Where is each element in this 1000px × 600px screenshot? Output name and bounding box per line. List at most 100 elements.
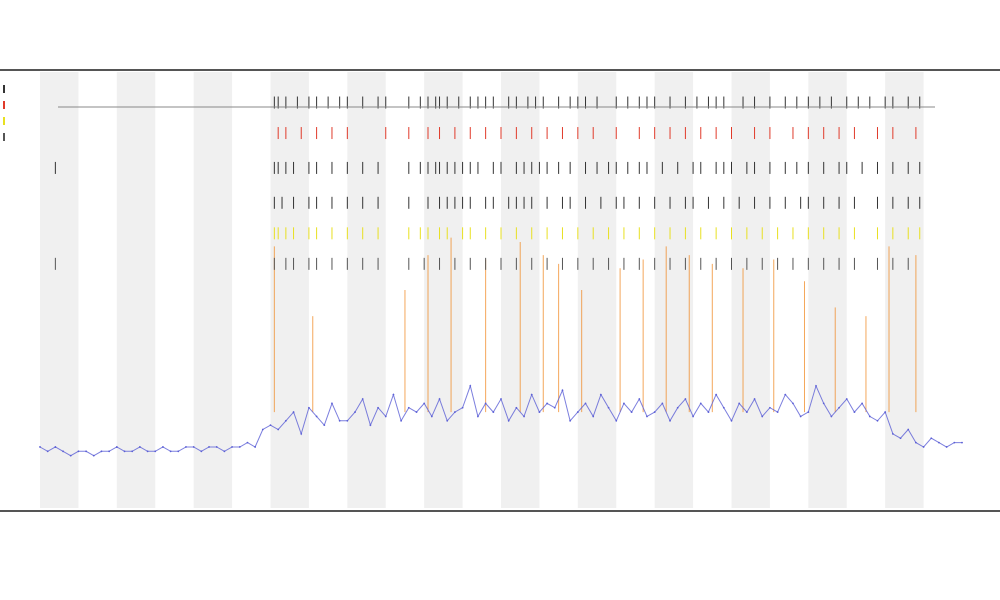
data-point	[530, 393, 533, 396]
shaded-band	[424, 72, 463, 508]
data-point	[707, 411, 710, 413]
marker-rows	[54, 96, 921, 270]
axes	[0, 69, 1000, 512]
data-point	[292, 411, 295, 413]
data-point	[461, 406, 464, 409]
data-point	[338, 419, 341, 422]
data-point	[792, 402, 794, 405]
data-point	[377, 406, 379, 409]
data-point	[815, 385, 817, 387]
shaded-band	[270, 72, 309, 508]
data-point	[400, 419, 403, 422]
data-point	[146, 450, 149, 453]
data-point	[369, 424, 372, 427]
data-point	[730, 419, 733, 422]
data-point	[507, 419, 510, 422]
data-point	[131, 450, 134, 453]
data-point	[945, 446, 948, 448]
data-point	[169, 450, 172, 453]
data-point	[438, 398, 441, 400]
data-point	[861, 402, 864, 405]
data-point	[753, 398, 756, 400]
data-point	[922, 446, 925, 448]
data-point	[484, 402, 487, 405]
data-point	[538, 411, 541, 413]
data-point	[446, 419, 449, 422]
data-point	[868, 415, 871, 418]
data-point	[592, 415, 595, 418]
data-point	[346, 419, 349, 422]
data-point	[891, 432, 894, 435]
data-point	[722, 406, 725, 409]
data-point	[246, 441, 249, 444]
data-point	[961, 441, 963, 444]
data-point	[569, 419, 572, 422]
data-point	[661, 402, 664, 405]
series-layer	[39, 384, 963, 457]
data-point	[930, 437, 933, 440]
data-point	[692, 415, 694, 418]
data-point	[323, 424, 326, 427]
data-point	[69, 454, 72, 457]
data-point	[546, 402, 548, 405]
data-point	[277, 428, 280, 431]
data-point	[884, 411, 887, 413]
data-point	[223, 450, 226, 453]
data-point	[761, 415, 764, 418]
data-point	[738, 402, 741, 405]
shaded-band	[731, 72, 770, 508]
data-point	[907, 428, 910, 431]
data-point	[853, 411, 856, 413]
data-point	[953, 441, 956, 444]
data-point	[407, 406, 410, 409]
data-point	[123, 450, 126, 453]
data-point	[284, 419, 287, 422]
data-point	[192, 446, 195, 448]
data-point	[354, 411, 356, 413]
shaded-band	[40, 72, 79, 508]
data-point	[799, 415, 802, 418]
shaded-bands	[40, 72, 924, 508]
data-point	[392, 393, 395, 396]
data-point	[361, 398, 364, 400]
data-point	[415, 411, 418, 413]
data-point	[607, 406, 610, 409]
data-point	[300, 432, 303, 435]
data-point	[477, 415, 479, 418]
data-point	[39, 446, 41, 448]
data-point	[261, 428, 264, 431]
data-point	[162, 446, 164, 448]
data-point	[46, 450, 49, 453]
data-point	[238, 446, 241, 448]
data-point	[899, 437, 902, 440]
data-point	[784, 393, 787, 396]
data-point	[100, 450, 103, 453]
data-point	[623, 402, 625, 405]
data-point	[423, 402, 426, 405]
data-point	[315, 415, 318, 418]
data-point	[676, 406, 679, 409]
data-point	[684, 398, 687, 400]
data-point	[115, 446, 118, 448]
data-point	[200, 450, 203, 453]
data-point	[254, 446, 257, 448]
shaded-band	[808, 72, 847, 508]
data-point	[154, 450, 157, 453]
data-point	[807, 411, 810, 413]
spike-lines	[273, 237, 917, 413]
data-point	[830, 415, 833, 418]
data-point	[646, 415, 648, 418]
data-point	[523, 415, 525, 418]
data-point	[638, 398, 641, 400]
data-point	[231, 446, 233, 448]
data-point	[515, 406, 518, 409]
data-point	[769, 406, 771, 409]
data-point	[845, 398, 848, 400]
data-point	[822, 402, 825, 405]
data-point	[185, 446, 187, 448]
data-point	[561, 389, 564, 392]
data-point	[715, 393, 718, 396]
data-point	[599, 393, 602, 396]
data-point	[876, 419, 879, 422]
